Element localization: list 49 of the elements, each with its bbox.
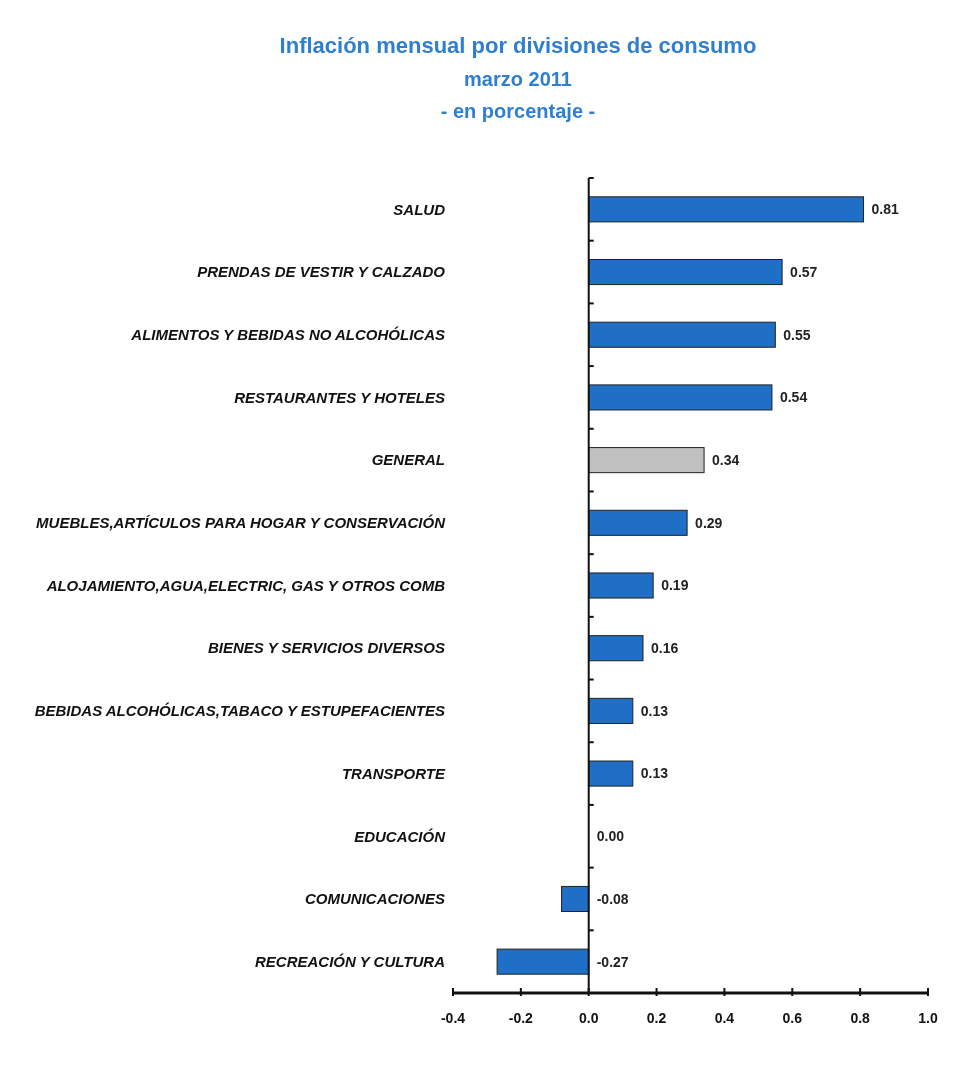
data-label: 0.13: [640, 702, 669, 719]
y-tick-label: BEBIDAS ALCOHÓLICAS,TABACO Y ESTUPEFACIENTES: [34, 702, 445, 720]
x-tick-label: 0.6: [782, 1010, 803, 1026]
bar: [588, 697, 634, 724]
data-label: 0.34: [712, 452, 740, 469]
data-label: 0.81: [871, 201, 899, 218]
bar: [588, 259, 783, 286]
x-tick-label: 0.4: [714, 1010, 735, 1026]
bar: [588, 196, 865, 223]
y-tick-label: RESTAURANTES Y HOTELES: [234, 388, 445, 406]
x-tick-label: 0.2: [646, 1010, 667, 1026]
data-label: 0.29: [695, 514, 723, 531]
bar: [496, 948, 590, 975]
y-tick-label: MUEBLES,ARTÍCULOS PARA HOGAR Y CONSERVACIÓN: [36, 514, 447, 532]
bar: [588, 572, 654, 599]
y-tick-label: PRENDAS DE VESTIR Y CALZADO: [197, 263, 446, 281]
data-label: -0.27: [596, 953, 629, 970]
data-label: -0.08: [596, 890, 629, 907]
y-tick-label: SALUD: [393, 200, 446, 218]
y-tick-label: GENERAL: [371, 451, 445, 469]
y-tick-label: TRANSPORTE: [341, 764, 446, 782]
data-label: 0.13: [640, 765, 669, 782]
y-tick-label: RECREACIÓN Y CULTURA: [254, 952, 445, 970]
data-label: 0.16: [651, 640, 679, 657]
data-label: 0.57: [790, 263, 818, 280]
bar: [588, 384, 773, 411]
y-tick-label: BIENES Y SERVICIOS DIVERSOS: [207, 639, 445, 657]
chart-subtitle: marzo 2011: [464, 68, 572, 90]
x-tick-label: -0.2: [508, 1010, 534, 1026]
data-label: 0.55: [783, 326, 811, 343]
y-tick-label: COMUNICACIONES: [304, 890, 445, 908]
bar: [561, 885, 590, 912]
data-label: 0.00: [596, 828, 625, 845]
bar: [588, 447, 705, 474]
bar: [588, 509, 688, 536]
x-tick-label: -0.4: [440, 1010, 466, 1026]
text: - en porcentaje -: [440, 100, 596, 122]
x-tick-label: 0.0: [578, 1010, 599, 1026]
data-label: 0.54: [779, 389, 808, 406]
chart-title: Inflación mensual por divisiones de consumo: [279, 33, 757, 58]
bar: [588, 321, 776, 348]
y-tick-label: ALIMENTOS Y BEBIDAS NO ALCOHÓLICAS: [130, 325, 445, 343]
bar: [588, 760, 634, 787]
data-label: 0.19: [661, 577, 689, 594]
y-tick-label: EDUCACIÓN: [354, 827, 447, 845]
x-tick-label: 0.8: [850, 1010, 871, 1026]
bar: [588, 635, 644, 662]
y-tick-label: ALOJAMIENTO,AGUA,ELECTRIC, GAS Y OTROS COMB: [45, 576, 446, 594]
x-tick-label: 1.0: [918, 1010, 938, 1026]
